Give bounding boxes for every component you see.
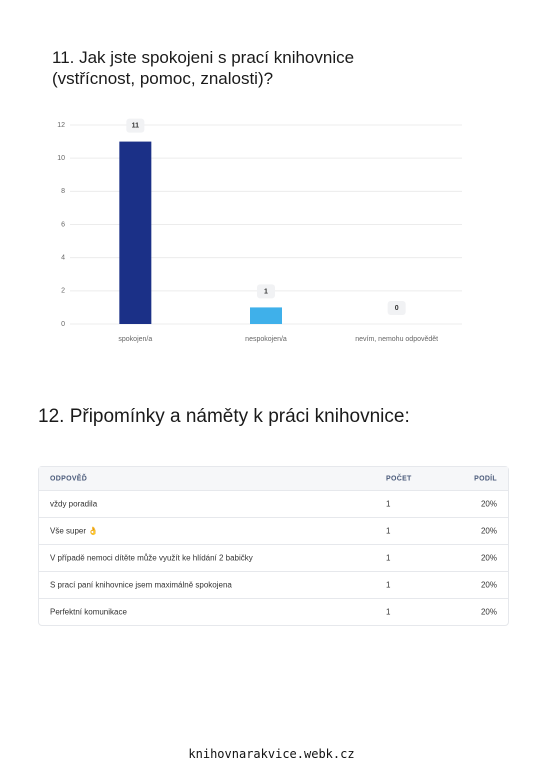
data-label: 1 bbox=[264, 288, 268, 295]
y-tick-label: 10 bbox=[57, 155, 65, 162]
table-cell: 20% bbox=[480, 553, 497, 563]
table-cell: 20% bbox=[480, 580, 497, 590]
data-label-box bbox=[126, 118, 145, 133]
chart-title: 11. Jak jste spokojeni s prací knihovnic… bbox=[52, 48, 355, 88]
chart: 0 2 4 6 8 10 12 spokojen/a 11 nespokojen/a 1 nevím,… bbox=[57, 118, 462, 343]
header-cell: PODÍL bbox=[474, 475, 497, 482]
table-cell: vždy poradila bbox=[50, 499, 98, 509]
data-label-box bbox=[257, 284, 275, 299]
y-tick-label: 8 bbox=[61, 188, 65, 195]
y-tick-label: 0 bbox=[61, 321, 65, 328]
table-cell: S prací paní knihovnice jsem maximálně s… bbox=[50, 580, 232, 590]
table-cell: 1 bbox=[386, 526, 391, 536]
table-header: ODPOVĚĎ POČET PODÍL bbox=[39, 467, 508, 490]
table-cell: 1 bbox=[386, 499, 391, 509]
x-tick-label: nevím, nemohu odpovědět bbox=[355, 336, 438, 343]
y-tick-label: 2 bbox=[61, 288, 65, 295]
table-cell: 20% bbox=[480, 526, 497, 536]
table-cell: 1 bbox=[386, 580, 391, 590]
table-cell: 20% bbox=[480, 607, 497, 617]
bar bbox=[250, 307, 282, 324]
table: ODPOVĚĎ POČET PODÍL vždy poradila 1 20% Vše… bbox=[38, 466, 509, 626]
x-tick-label: nespokojen/a bbox=[245, 336, 287, 343]
data-label: 0 bbox=[395, 305, 399, 312]
table-row: S prací paní knihovnice jsem maximálně s… bbox=[39, 571, 508, 598]
table-cell: Perfektní komunikace bbox=[50, 607, 127, 617]
table-cell: V případě nemoci dítěte může využít ke h… bbox=[50, 553, 253, 563]
table-cell: Vše super 👌 bbox=[50, 526, 99, 536]
header-cell: POČET bbox=[386, 475, 412, 482]
section-title: 12. Připomínky a náměty k práci knihovni… bbox=[38, 406, 410, 427]
table-row: Perfektní komunikace 1 20% bbox=[39, 598, 508, 625]
y-tick-label: 6 bbox=[61, 221, 65, 228]
y-tick-label: 12 bbox=[57, 122, 65, 129]
header-cell: ODPOVĚĎ bbox=[50, 475, 88, 482]
x-tick-label: spokojen/a bbox=[118, 336, 152, 343]
table-cell: 1 bbox=[386, 553, 391, 563]
table-cell: 1 bbox=[386, 607, 391, 617]
table-row: Vše super 👌 1 20% bbox=[39, 517, 508, 544]
footer: knihovnarakvice.webk.cz bbox=[188, 747, 355, 761]
data-label-box bbox=[387, 301, 406, 315]
bar bbox=[119, 141, 152, 324]
table-row: vždy poradila 1 20% bbox=[39, 490, 508, 517]
table-cell: 20% bbox=[480, 499, 497, 509]
data-label: 11 bbox=[132, 122, 140, 129]
y-tick-label: 4 bbox=[61, 255, 65, 262]
table-row: V případě nemoci dítěte může využít ke h… bbox=[39, 544, 508, 571]
